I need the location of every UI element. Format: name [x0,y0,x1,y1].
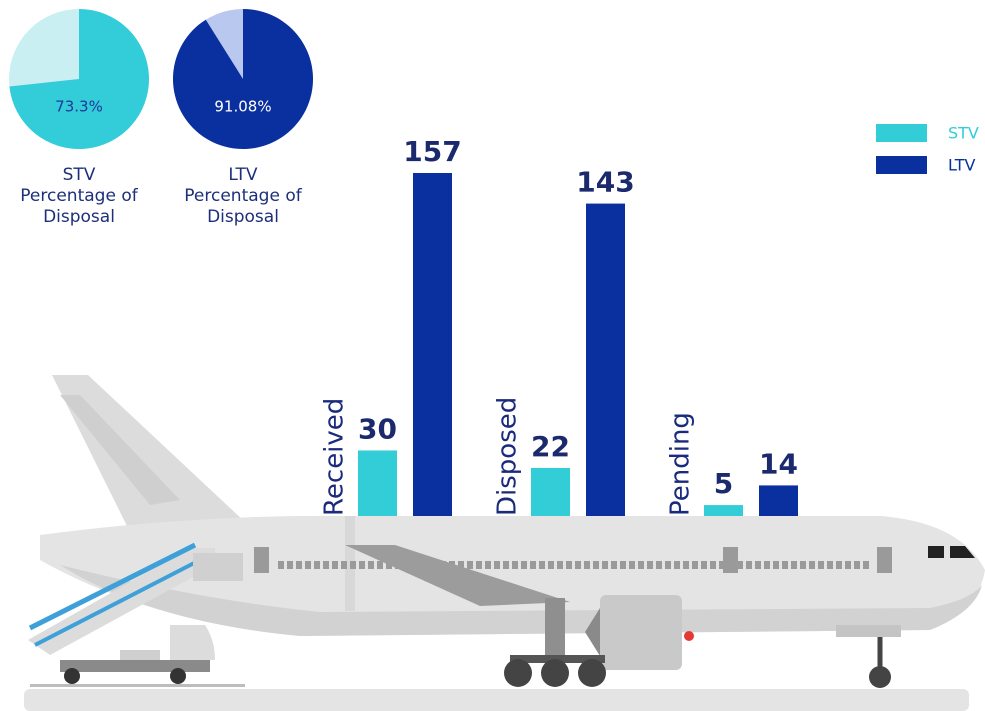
wheel [170,668,186,684]
bar [358,450,397,516]
wheel [578,659,606,687]
fuselage [40,515,985,636]
truck-cab [170,625,215,660]
value-label: 5 [714,467,733,500]
door [723,547,738,573]
cockpit-window [950,546,975,558]
tail [52,375,245,532]
category-label: Disposed [493,397,523,516]
light [684,631,694,641]
value-label: 157 [403,135,461,168]
legend-label: LTV [948,156,975,175]
legend-swatch [876,156,927,174]
gear-bar [510,655,605,663]
bar [531,467,570,516]
bar [413,173,452,516]
truck-box [120,650,160,660]
engine-nozzle [585,608,600,656]
pie-title: STV Percentage of Disposal [20,165,138,227]
wing [345,545,570,606]
bar [704,505,743,516]
legend-label: STV [948,124,979,143]
cockpit-window [928,546,944,558]
value-label: 14 [759,447,798,480]
engine [600,595,682,670]
bar [586,203,625,516]
wheel [504,659,532,687]
value-label: 143 [576,166,634,199]
value-label: 30 [358,412,397,445]
stairs-stripe [28,542,197,631]
pie-value-label: 91.08% [214,98,271,116]
nose-door [836,625,901,637]
stairs-stripe [34,558,201,647]
bar [759,485,798,516]
door [254,547,269,573]
nose-wheel [869,666,891,688]
door [877,547,892,573]
fuselage-belly [60,565,982,636]
gear-strut [545,598,565,660]
legend-swatch [876,124,927,142]
category-label: Received [320,398,350,516]
truck-shadow [30,684,245,687]
stairs-top [193,553,243,581]
pie-title: LTV Percentage of Disposal [184,165,302,227]
truck-body [60,660,210,672]
tail-shade [60,395,180,505]
ground [24,689,969,711]
category-label: Pending [666,412,696,516]
pie-slice [173,9,313,149]
wheel [541,659,569,687]
wheel [64,668,80,684]
pie-slice [9,9,150,149]
pie-value-label: 73.3% [55,98,103,116]
value-label: 22 [531,430,570,463]
